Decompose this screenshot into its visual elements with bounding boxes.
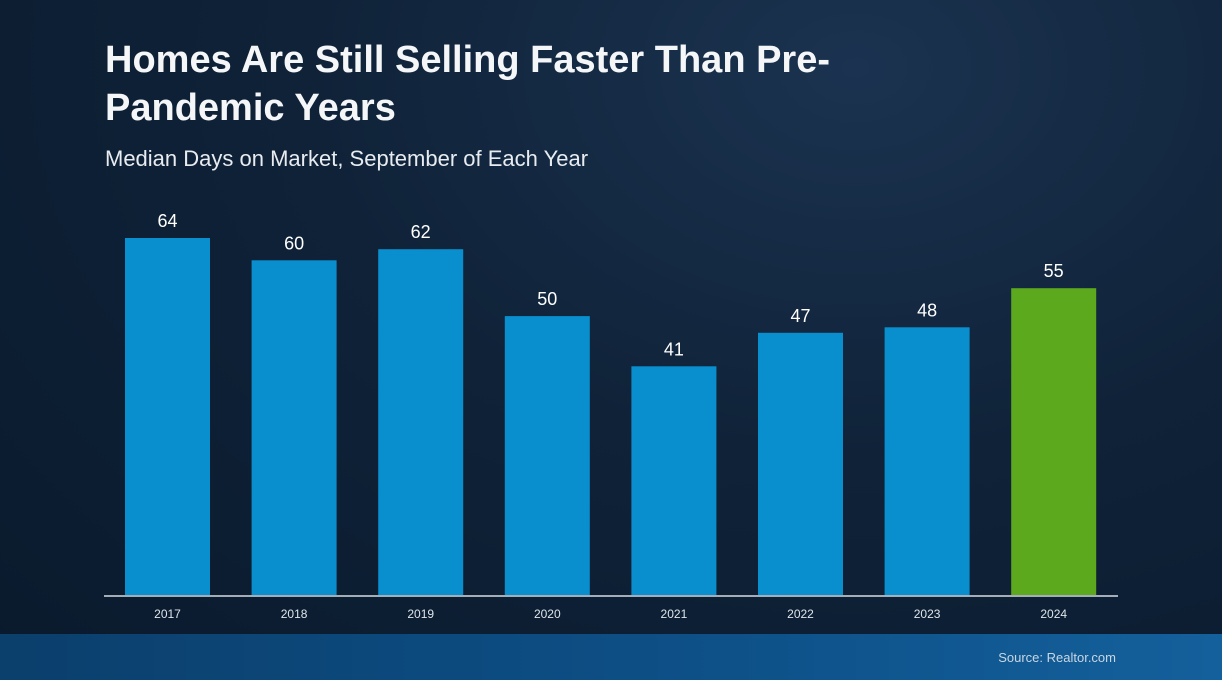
value-label-2021: 41 <box>664 339 684 359</box>
chart-title: Homes Are Still Selling Faster Than Pre-… <box>105 39 831 129</box>
source-note: Source: Realtor.com <box>998 650 1116 665</box>
x-tick-label-2020: 2020 <box>534 607 561 621</box>
footer-band <box>0 634 1222 680</box>
bar-2018 <box>251 260 337 595</box>
value-label-2022: 47 <box>790 306 810 326</box>
x-tick-label-2019: 2019 <box>407 607 434 621</box>
x-tick-label-2017: 2017 <box>154 607 181 621</box>
x-tick-label-2023: 2023 <box>914 607 941 621</box>
chart-subtitle: Median Days on Market, September of Each… <box>105 146 589 171</box>
bar-2021 <box>631 366 717 595</box>
x-tick-label-2024: 2024 <box>1040 607 1067 621</box>
bar-2019 <box>378 249 464 595</box>
value-label-2019: 62 <box>411 222 431 242</box>
x-tick-label-2018: 2018 <box>281 607 308 621</box>
bar-2024 <box>1011 288 1097 595</box>
value-label-2023: 48 <box>917 300 937 320</box>
bar-2023 <box>884 327 970 596</box>
x-tick-label-2021: 2021 <box>661 607 688 621</box>
value-label-2024: 55 <box>1044 261 1064 281</box>
x-tick-labels-group: 2017 2018 2019 2020 2021 2022 2023 2024 <box>154 607 1067 621</box>
bar-2017 <box>125 238 210 595</box>
bar-2020 <box>504 316 590 595</box>
bar-2022 <box>758 332 843 595</box>
value-label-2017: 64 <box>157 211 177 231</box>
bar-chart: 64 60 62 50 41 47 48 55 2017 2018 2019 2020 2021 202… <box>104 211 1118 621</box>
value-labels-group: 64 60 62 50 41 47 48 55 <box>157 211 1063 359</box>
bars-group <box>125 238 1097 596</box>
value-label-2018: 60 <box>284 233 304 253</box>
value-label-2020: 50 <box>537 289 557 309</box>
x-tick-label-2022: 2022 <box>787 607 814 621</box>
